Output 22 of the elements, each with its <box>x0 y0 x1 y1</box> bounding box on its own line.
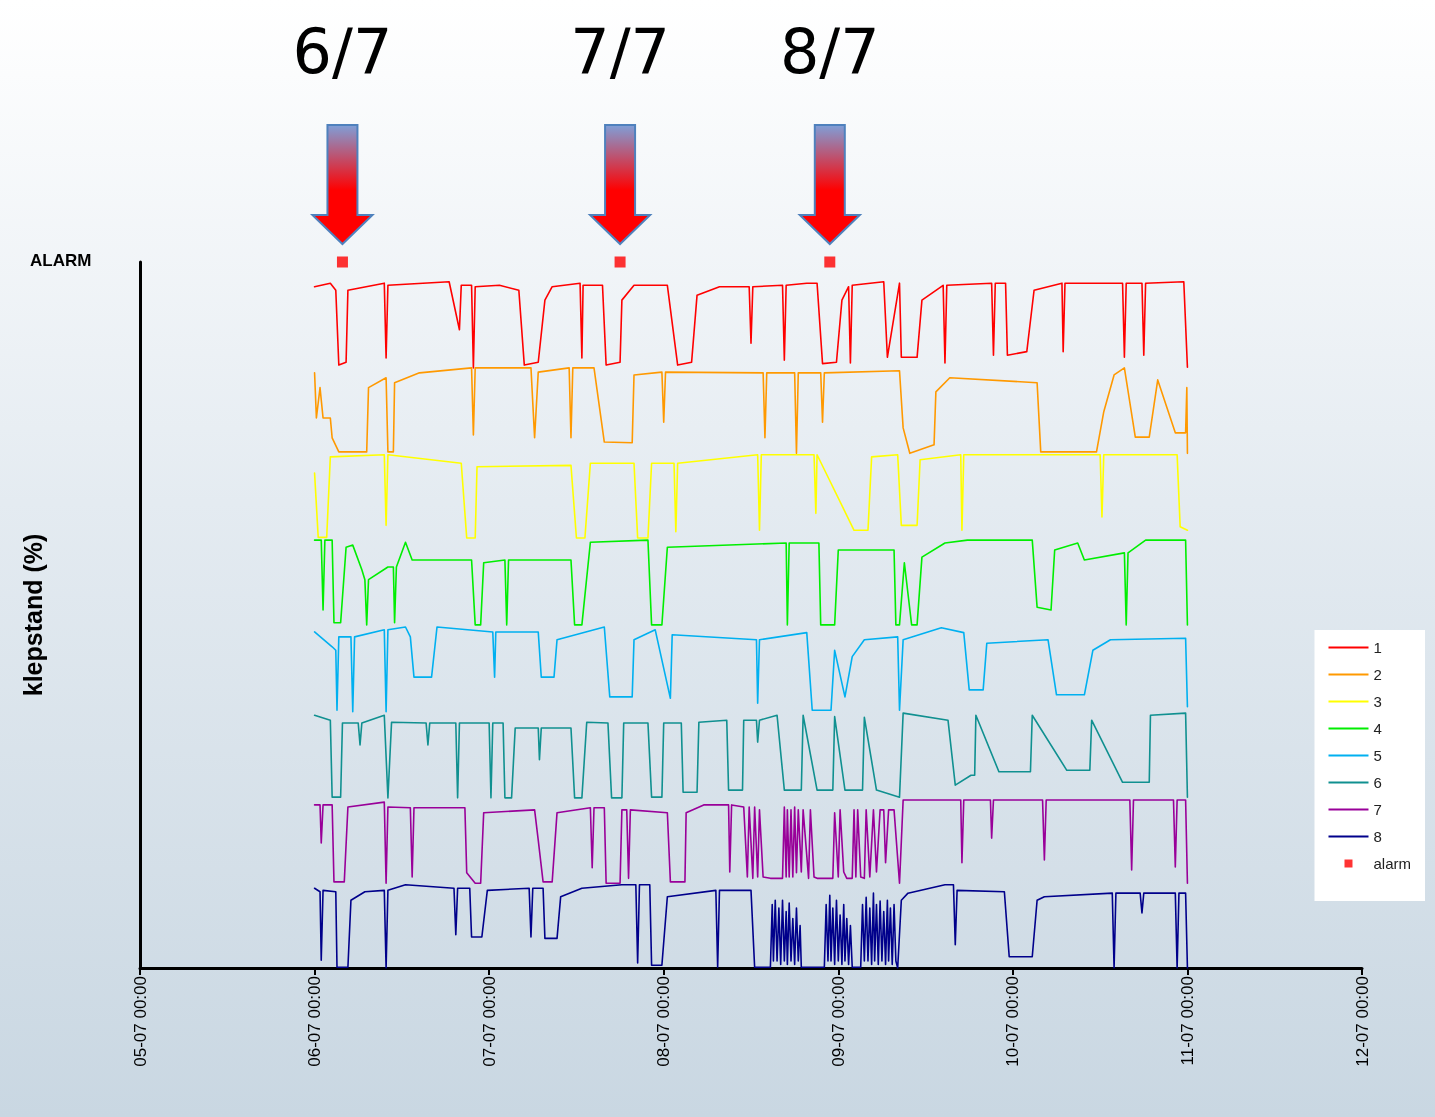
legend-label: 3 <box>1373 693 1382 710</box>
x-tick-label: 06-07 00:00 <box>305 976 325 1067</box>
legend-label: alarm <box>1373 855 1412 872</box>
annotation: 8/7 <box>779 14 880 88</box>
y-axis-title: klepstand (%) <box>18 533 47 697</box>
legend-label: 7 <box>1373 801 1382 818</box>
legend-label: 4 <box>1373 720 1382 737</box>
annotation: 7/7 <box>570 14 670 88</box>
x-tick-label: 08-07 00:00 <box>654 976 674 1067</box>
legend-label: 8 <box>1373 828 1382 845</box>
x-tick-label: 12-07 00:00 <box>1352 976 1372 1067</box>
legend-label: 6 <box>1373 774 1382 791</box>
legend-label: 5 <box>1373 747 1382 764</box>
legend-label: 2 <box>1373 666 1382 683</box>
annotation: 6/7 <box>292 14 393 88</box>
x-tick-label: 09-07 00:00 <box>828 976 848 1067</box>
x-tick-label: 10-07 00:00 <box>1003 976 1023 1067</box>
text: ALARM <box>30 251 92 270</box>
x-tick-label: 05-07 00:00 <box>130 976 150 1067</box>
legend-label: 1 <box>1373 639 1382 656</box>
x-tick-label: 11-07 00:00 <box>1177 976 1197 1066</box>
x-tick-label: 07-07 00:00 <box>479 976 499 1067</box>
